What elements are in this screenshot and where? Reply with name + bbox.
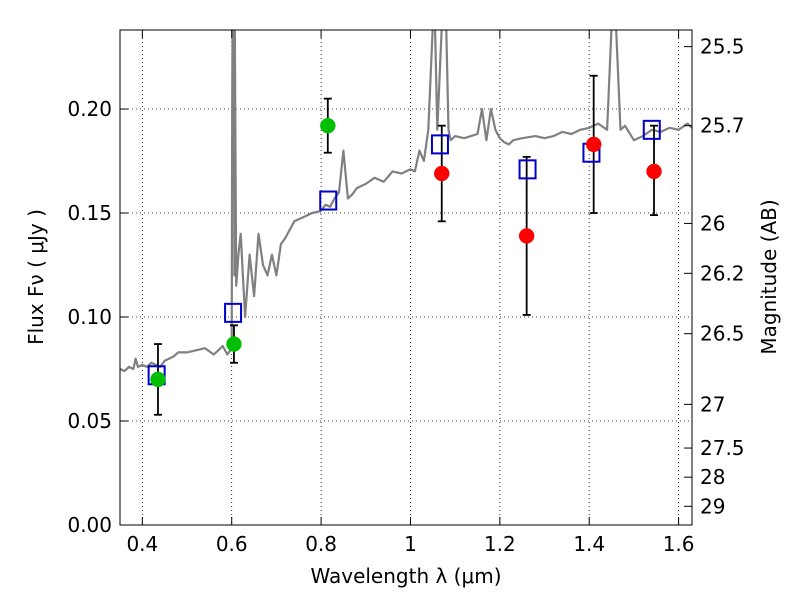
green-point xyxy=(150,371,166,388)
x-tick-label: 1 xyxy=(404,532,417,556)
y2-axis-title: Magnitude (AB) xyxy=(757,199,781,354)
green-point xyxy=(320,117,336,134)
spectrum-line xyxy=(120,30,692,373)
y2-tick-label: 27 xyxy=(700,392,725,416)
plot-frame xyxy=(119,29,693,526)
y2-tick-label: 29 xyxy=(700,494,725,518)
y-tick-label: 0.20 xyxy=(67,97,112,121)
y-tick-label: 0.10 xyxy=(67,305,112,329)
y-tick-label: 0.05 xyxy=(67,409,112,433)
x-tick-label: 1.2 xyxy=(484,532,516,556)
y-tick-label: 0.00 xyxy=(67,513,112,537)
y-axis-title: Flux Fν ( μJy ) xyxy=(24,209,48,345)
axis-ticks: 0.4 0.6 0.8 1 1.2 1.4 1.6 0.00 0.05 0.10 0.15 0.20 2… xyxy=(67,30,745,556)
photometry-points xyxy=(147,74,662,416)
x-tick-label: 1.4 xyxy=(573,532,605,556)
red-point xyxy=(434,165,450,182)
model-square xyxy=(319,190,338,211)
model-square xyxy=(642,119,661,140)
x-tick-label: 0.6 xyxy=(216,532,248,556)
red-point xyxy=(518,228,535,244)
y2-tick-label: 28 xyxy=(700,465,725,489)
x-axis-title: Wavelength λ (μm) xyxy=(310,564,501,588)
y2-tick-label: 27.5 xyxy=(700,436,745,460)
y2-tick-label: 26 xyxy=(700,211,725,235)
grid xyxy=(120,30,692,525)
y2-tick-label: 26.5 xyxy=(700,322,745,346)
x-tick-label: 1.6 xyxy=(663,532,695,556)
model-square xyxy=(430,134,449,155)
spectrum-series xyxy=(120,30,692,373)
model-square xyxy=(224,302,243,323)
y-tick-label: 0.15 xyxy=(67,201,112,225)
model-square xyxy=(518,159,537,180)
y2-tick-label: 25.7 xyxy=(700,114,745,138)
x-tick-label: 0.8 xyxy=(305,532,337,556)
green-point xyxy=(226,336,242,352)
red-point xyxy=(646,163,662,180)
red-point xyxy=(585,136,602,153)
y2-tick-label: 25.5 xyxy=(700,35,745,59)
y2-tick-label: 26.2 xyxy=(700,261,745,285)
x-tick-label: 0.4 xyxy=(126,532,158,556)
